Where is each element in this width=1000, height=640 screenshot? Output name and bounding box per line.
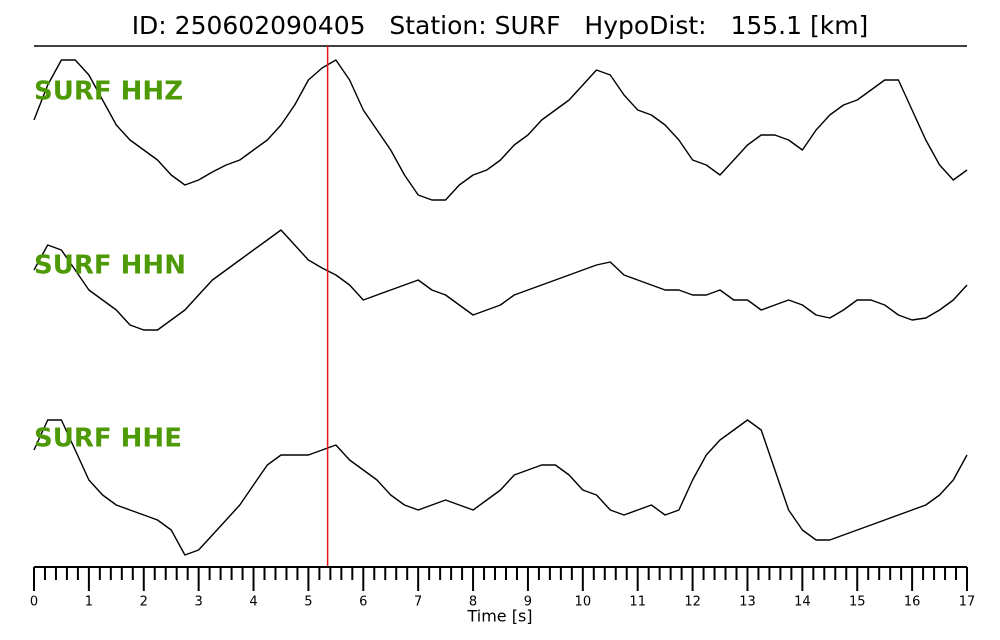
x-tick-label: 4 (249, 595, 257, 610)
x-tick-label: 7 (414, 595, 422, 610)
x-tick-label: 2 (140, 595, 148, 610)
trace-label: SURF HHE (34, 424, 182, 454)
x-axis-label: Time [s] (466, 607, 532, 626)
x-tick-label: 16 (904, 595, 921, 610)
x-tick-label: 8 (469, 595, 477, 610)
trace (33, 229, 968, 331)
x-tick-label: 1 (85, 595, 93, 610)
x-tick-label: 5 (304, 595, 312, 610)
trace-label: SURF HHN (34, 251, 186, 281)
x-tick-label: 12 (684, 595, 701, 610)
trace (33, 419, 968, 556)
x-tick-label: 10 (575, 595, 592, 610)
x-tick-label: 13 (739, 595, 756, 610)
x-tick-label: 0 (30, 595, 38, 610)
x-tick-label: 14 (794, 595, 811, 610)
trace (33, 59, 968, 201)
chart-title: ID: 250602090405 Station: SURF HypoDist:… (132, 11, 869, 40)
x-tick-label: 11 (629, 595, 646, 610)
trace-label: SURF HHZ (34, 77, 183, 107)
x-tick-label: 6 (359, 595, 367, 610)
x-tick-label: 9 (524, 595, 532, 610)
x-tick-label: 3 (195, 595, 203, 610)
x-tick-label: 15 (849, 595, 866, 610)
x-tick-label: 17 (959, 595, 976, 610)
